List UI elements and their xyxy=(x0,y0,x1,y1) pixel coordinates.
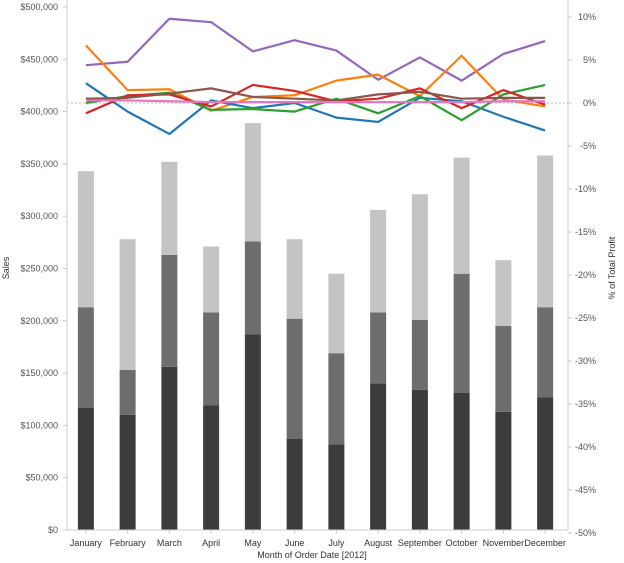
bars xyxy=(77,123,554,530)
y-axis-ticks: $0 $50,000 $100,000 $150,000 $200,000 $250,00… xyxy=(20,2,67,535)
bar-segment-2-november xyxy=(495,326,512,412)
x-tick-label-september: September xyxy=(398,538,442,548)
bar-segment-3-may xyxy=(244,123,261,242)
y2-tick-label: -10% xyxy=(575,184,596,194)
bar-segment-3-january xyxy=(77,171,94,308)
x-tick-label-november: November xyxy=(483,538,525,548)
y-tick-label: $150,000 xyxy=(20,368,58,378)
y-tick-label: $50,000 xyxy=(25,473,58,483)
profit-lines xyxy=(85,17,546,136)
bar-segment-3-april xyxy=(203,246,220,313)
bar-segment-2-october xyxy=(453,273,470,393)
bar-segment-1-december xyxy=(537,397,554,530)
profit-line-6 xyxy=(85,87,546,102)
x-tick-label-january: January xyxy=(70,538,103,548)
bar-segment-1-february xyxy=(119,414,136,530)
bar-segment-2-june xyxy=(286,318,303,439)
profit-line-2 xyxy=(85,44,546,112)
bar-segment-2-january xyxy=(77,307,94,408)
y2-tick-label: -50% xyxy=(575,528,596,538)
profit-line-1 xyxy=(85,17,546,82)
y2-tick-label: -25% xyxy=(575,313,596,323)
bar-segment-2-july xyxy=(328,353,345,445)
x-tick-label-august: August xyxy=(364,538,393,548)
bar-segment-2-september xyxy=(411,319,428,390)
y2-tick-label: 10% xyxy=(578,12,596,22)
x-tick-label-may: May xyxy=(244,538,262,548)
y2-tick-label: -40% xyxy=(575,442,596,452)
y2-tick-label: -45% xyxy=(575,485,596,495)
bar-segment-1-july xyxy=(328,444,345,530)
profit-line-7 xyxy=(85,99,546,104)
y2-tick-label: -30% xyxy=(575,356,596,366)
x-axis-title: Month of Order Date [2012] xyxy=(257,550,367,560)
bar-segment-1-may xyxy=(244,334,261,530)
x-tick-label-march: March xyxy=(157,538,182,548)
bar-segment-3-february xyxy=(119,239,136,370)
bar-segment-3-july xyxy=(328,273,345,354)
x-tick-label-june: June xyxy=(285,538,305,548)
x-tick-label-february: February xyxy=(110,538,147,548)
y2-tick-label: -20% xyxy=(575,270,596,280)
bar-segment-2-february xyxy=(119,369,136,415)
bar-segment-1-april xyxy=(203,405,220,530)
x-tick-label-april: April xyxy=(202,538,220,548)
bar-segment-3-march xyxy=(161,161,178,255)
bar-segment-3-june xyxy=(286,239,303,319)
y-axis-title: Sales xyxy=(1,256,11,279)
bar-segment-3-october xyxy=(453,157,470,274)
bar-segment-3-august xyxy=(370,209,387,313)
y-tick-label: $500,000 xyxy=(20,2,58,12)
y-tick-label: $250,000 xyxy=(20,264,58,274)
bar-segment-1-march xyxy=(161,366,178,530)
y-tick-label: $300,000 xyxy=(20,211,58,221)
x-tick-label-july: July xyxy=(328,538,345,548)
x-tick-label-october: October xyxy=(446,538,478,548)
y-tick-label: $400,000 xyxy=(20,107,58,117)
bar-segment-2-march xyxy=(161,254,178,367)
bar-segment-1-september xyxy=(411,389,428,530)
y-tick-label: $350,000 xyxy=(20,159,58,169)
bar-segment-1-june xyxy=(286,438,303,530)
y-tick-label: $200,000 xyxy=(20,316,58,326)
y2-tick-label: -35% xyxy=(575,399,596,409)
y2-tick-label: 0% xyxy=(583,98,596,108)
bar-segment-2-august xyxy=(370,312,387,384)
y2-tick-label: -5% xyxy=(580,141,596,151)
profit-line-3 xyxy=(85,82,546,136)
bar-segment-2-april xyxy=(203,312,220,406)
bar-segment-1-october xyxy=(453,392,470,530)
x-axis-ticks: January February March April May June July Augu… xyxy=(70,530,566,548)
x-tick-label-december: December xyxy=(524,538,566,548)
bar-segment-3-november xyxy=(495,260,512,327)
y2-axis-ticks: 10% 5% 0% -5% -10% -15% -20% -25% -30% -35% -40% -4… xyxy=(568,12,596,538)
y-tick-label: $450,000 xyxy=(20,54,58,64)
y2-tick-label: 5% xyxy=(583,55,596,65)
bar-segment-2-may xyxy=(244,241,261,335)
bar-segment-1-january xyxy=(77,407,94,530)
bar-segment-1-november xyxy=(495,411,512,530)
y2-tick-label: -15% xyxy=(575,227,596,237)
bar-segment-3-december xyxy=(537,155,554,308)
bar-segment-1-august xyxy=(370,383,387,530)
bar-segment-2-december xyxy=(537,307,554,398)
y2-axis-title: % of Total Profit xyxy=(607,236,617,299)
y-tick-label: $100,000 xyxy=(20,420,58,430)
bar-segment-3-september xyxy=(411,194,428,320)
y-tick-label: $0 xyxy=(48,525,58,535)
